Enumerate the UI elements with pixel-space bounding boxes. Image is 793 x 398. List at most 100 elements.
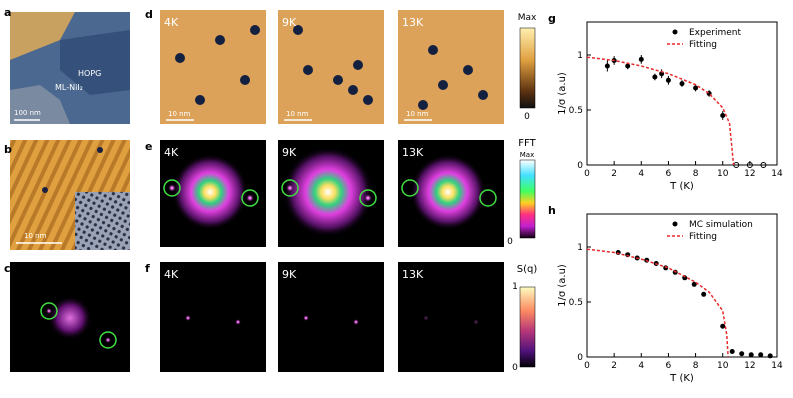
colorbar <box>519 159 536 239</box>
point <box>748 352 754 358</box>
fit-line <box>586 248 729 358</box>
y-tick-label: 1 <box>577 51 583 61</box>
x-tick-label: 2 <box>611 169 617 179</box>
image-region <box>60 30 130 95</box>
legend-label: Fitting <box>689 232 717 242</box>
fft-center <box>48 296 92 340</box>
colorbar-max: Max <box>518 13 537 23</box>
image-f <box>278 262 384 372</box>
y-axis-label: 1/σ (a.u) <box>557 72 568 115</box>
scale-label: 10 nm <box>286 110 309 118</box>
temperature: 13K <box>402 268 424 281</box>
defect <box>240 75 250 85</box>
sq-peak <box>235 319 241 325</box>
fft-peak <box>168 184 176 192</box>
marker-circle <box>99 331 117 349</box>
defect <box>418 100 428 110</box>
y-tick-label: 0.5 <box>569 298 583 308</box>
defect <box>348 85 358 95</box>
legend-swatch <box>672 221 678 227</box>
defect <box>97 147 103 153</box>
x-tick-label: 4 <box>638 169 644 179</box>
image-region <box>10 85 70 124</box>
temperature: 13K <box>402 146 424 159</box>
x-tick-label: 6 <box>666 361 672 371</box>
point <box>746 162 753 168</box>
x-tick-label: 0 <box>584 169 590 179</box>
image-f <box>160 262 266 372</box>
fft-center <box>172 154 248 230</box>
temperature: 9K <box>282 268 297 281</box>
y-tick-label: 0 <box>577 161 583 171</box>
defect <box>478 90 488 100</box>
defect <box>215 35 225 45</box>
colorbar-title: S(q) <box>517 264 538 275</box>
y-tick-label: 0 <box>577 353 583 363</box>
point <box>760 162 767 168</box>
x-tick-label: 8 <box>693 361 699 371</box>
point <box>733 162 740 168</box>
scale-label: 10 nm <box>168 110 191 118</box>
temperature: 4K <box>164 268 179 281</box>
x-axis-label: T (K) <box>669 181 694 192</box>
panel-label: g <box>548 12 556 25</box>
scale-label: 10 nm <box>24 232 47 240</box>
panel-label: f <box>145 262 150 275</box>
fft-center <box>410 154 486 230</box>
colorbar-max: 1 <box>512 282 518 292</box>
temperature: 4K <box>164 16 179 29</box>
defect <box>438 80 448 90</box>
point <box>701 291 707 297</box>
panel-label: h <box>548 204 556 217</box>
x-tick-label: 12 <box>744 169 755 179</box>
sq-peak <box>303 315 309 321</box>
point <box>693 85 699 91</box>
image-inset <box>75 192 130 250</box>
defect <box>463 65 473 75</box>
sq-peak <box>473 319 479 325</box>
defect <box>428 45 438 55</box>
marker-circle <box>479 189 497 207</box>
marker-circle <box>401 179 419 197</box>
point <box>679 81 685 87</box>
defect <box>250 25 260 35</box>
marker-circle <box>359 189 377 207</box>
y-axis-label: 1/σ (a.u) <box>557 264 568 307</box>
sq-peak <box>353 319 359 325</box>
scale-label: 10 nm <box>406 110 429 118</box>
colorbar <box>519 27 536 109</box>
x-tick-label: 14 <box>771 361 783 371</box>
defect <box>195 95 205 105</box>
panel-label: b <box>4 143 12 156</box>
x-tick-label: 10 <box>717 361 729 371</box>
defect <box>363 95 373 105</box>
panel-label: c <box>4 262 11 275</box>
marker-circle <box>40 302 58 320</box>
colorbar-title: FFT <box>518 138 536 149</box>
x-tick-label: 10 <box>717 169 729 179</box>
x-tick-label: 6 <box>666 169 672 179</box>
temperature: 9K <box>282 16 297 29</box>
image-d <box>160 10 266 124</box>
x-tick-label: 8 <box>693 169 699 179</box>
colorbar-max: Max <box>520 151 534 159</box>
x-tick-label: 14 <box>771 169 783 179</box>
fft-center <box>283 147 373 237</box>
marker-circle <box>241 189 259 207</box>
colorbar <box>519 286 536 368</box>
fft-peak <box>46 308 52 314</box>
point <box>720 323 726 329</box>
temperature: 13K <box>402 16 424 29</box>
image-d <box>398 10 504 124</box>
legend-label: Experiment <box>689 28 741 38</box>
fit-line <box>586 56 735 166</box>
marker-circle <box>163 179 181 197</box>
point <box>604 63 610 69</box>
defect <box>42 187 48 193</box>
point <box>652 74 658 80</box>
x-tick-label: 2 <box>611 361 617 371</box>
plot-frame <box>586 213 778 358</box>
temperature: 4K <box>164 146 179 159</box>
point <box>625 63 631 69</box>
y-tick-label: 0.5 <box>569 106 583 116</box>
